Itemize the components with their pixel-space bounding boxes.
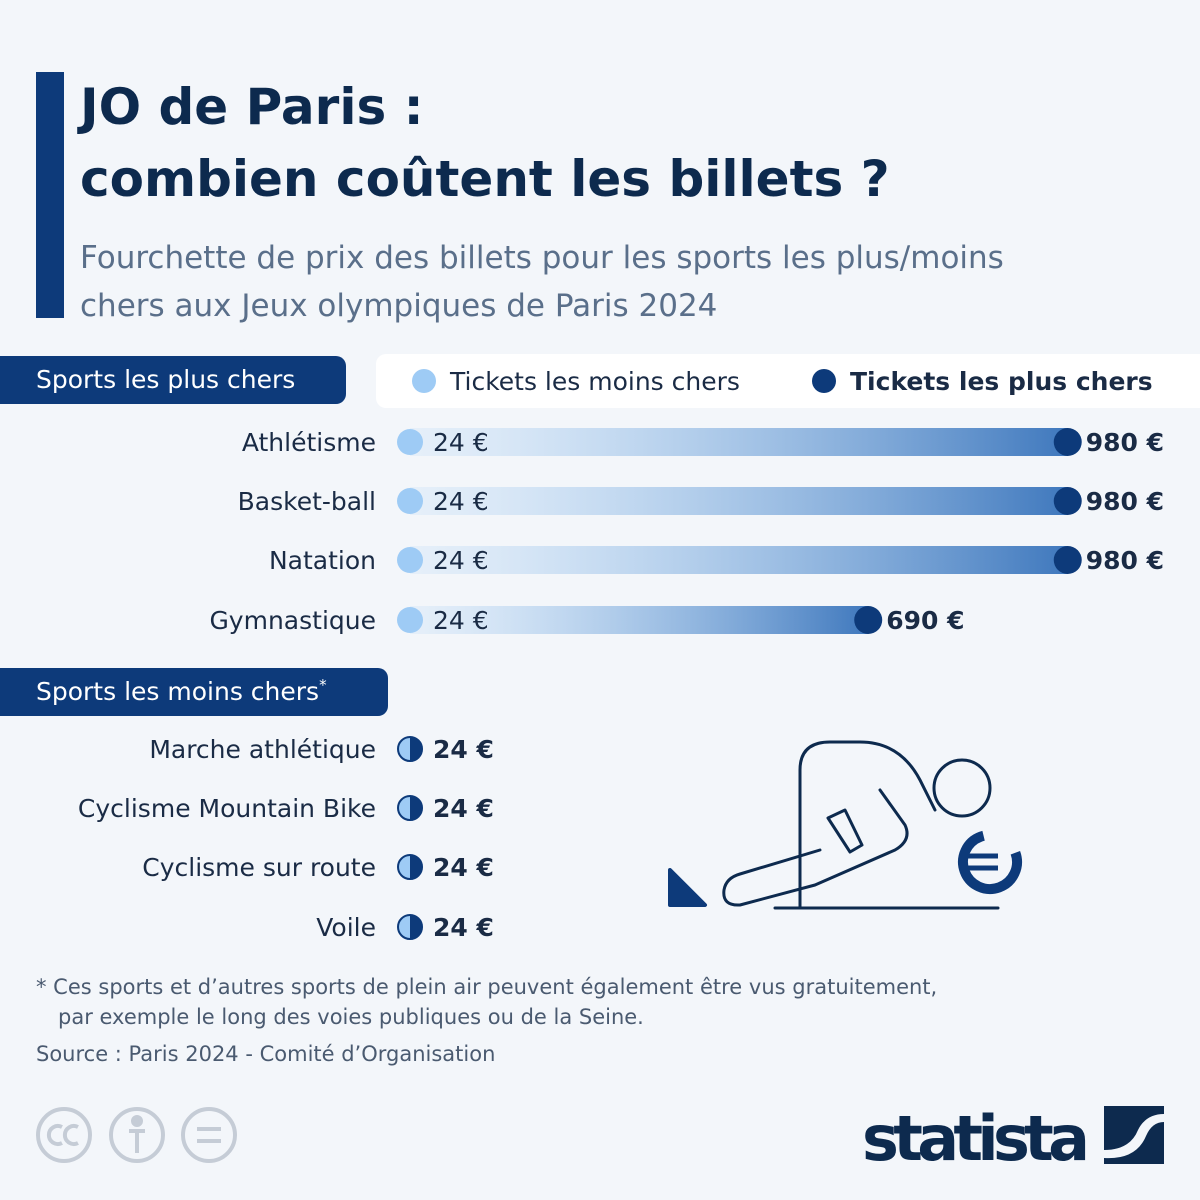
high-half xyxy=(410,915,423,939)
section-pill xyxy=(0,668,388,716)
high-dot xyxy=(1053,487,1082,515)
high-dot xyxy=(1053,546,1082,574)
dot-outline xyxy=(397,854,424,880)
value-label: 24 € xyxy=(433,794,494,823)
category-label: Natation xyxy=(269,546,376,575)
category-label: Gymnastique xyxy=(209,606,376,635)
section-pill xyxy=(0,356,346,404)
category-label: Athlétisme xyxy=(242,428,376,457)
high-dot xyxy=(1053,428,1082,456)
high-half xyxy=(410,737,423,761)
euro-icon xyxy=(958,830,1022,894)
low-value-label: 24 € xyxy=(433,606,489,635)
range-bar xyxy=(410,546,1068,574)
starting-block xyxy=(668,868,707,907)
legend-marker xyxy=(412,369,436,393)
title-bar xyxy=(36,72,64,318)
low-value-label: 24 € xyxy=(433,487,489,516)
legend-label: Tickets les moins chers xyxy=(449,367,740,396)
source: Source : Paris 2024 - Comité d’Organisat… xyxy=(36,1042,495,1066)
low-half xyxy=(398,737,411,761)
category-label: Basket-ball xyxy=(238,487,376,516)
low-dot xyxy=(397,607,424,633)
category-label: Voile xyxy=(316,913,376,942)
low-dot xyxy=(397,429,424,455)
title: JO de Paris : xyxy=(77,78,424,136)
license-icons xyxy=(36,1107,237,1163)
brand-logo: statista xyxy=(862,1102,1090,1175)
dot-outline xyxy=(397,914,424,940)
sprinter-illustration xyxy=(722,740,1000,910)
value-label: 24 € xyxy=(433,735,494,764)
category-label: Marche athlétique xyxy=(149,735,376,764)
low-half xyxy=(398,915,411,939)
legend-marker xyxy=(812,369,836,393)
legend-box xyxy=(376,354,1200,408)
high-value-label: 980 € xyxy=(1086,487,1164,516)
low-dot xyxy=(397,547,424,573)
low-half xyxy=(398,796,411,820)
legend-label: Tickets les plus chers xyxy=(850,367,1153,396)
high-half xyxy=(410,796,423,820)
low-dot xyxy=(397,488,424,514)
range-bar xyxy=(410,487,1068,515)
dot-outline xyxy=(397,736,424,762)
low-value-label: 24 € xyxy=(433,546,489,575)
high-dot xyxy=(854,606,883,634)
category-label: Cyclisme sur route xyxy=(142,853,376,882)
title: combien coûtent les billets ? xyxy=(80,150,890,208)
category-label: Cyclisme Mountain Bike xyxy=(78,794,376,823)
section-label: Sports les plus chers xyxy=(36,365,295,394)
low-value-label: 24 € xyxy=(433,428,489,457)
brand-mark xyxy=(1104,1106,1164,1164)
footnote: * Ces sports et d’autres sports de plein… xyxy=(36,975,937,999)
footnote: par exemple le long des voies publiques … xyxy=(58,1005,644,1029)
high-value-label: 690 € xyxy=(886,606,964,635)
low-half xyxy=(398,855,411,879)
value-label: 24 € xyxy=(433,913,494,942)
range-bar xyxy=(410,606,869,634)
section-text: Sports les moins chers xyxy=(36,677,319,706)
subtitle: Fourchette de prix des billets pour les … xyxy=(80,240,1004,276)
high-value-label: 980 € xyxy=(1086,546,1164,575)
note-marker: * xyxy=(319,676,327,694)
dot-outline xyxy=(397,795,424,821)
range-bar xyxy=(410,428,1068,456)
high-value-label: 980 € xyxy=(1086,428,1164,457)
section-label: Sports les moins chers* xyxy=(36,676,327,706)
high-half xyxy=(410,855,423,879)
value-label: 24 € xyxy=(433,853,494,882)
subtitle: chers aux Jeux olympiques de Paris 2024 xyxy=(80,288,717,324)
